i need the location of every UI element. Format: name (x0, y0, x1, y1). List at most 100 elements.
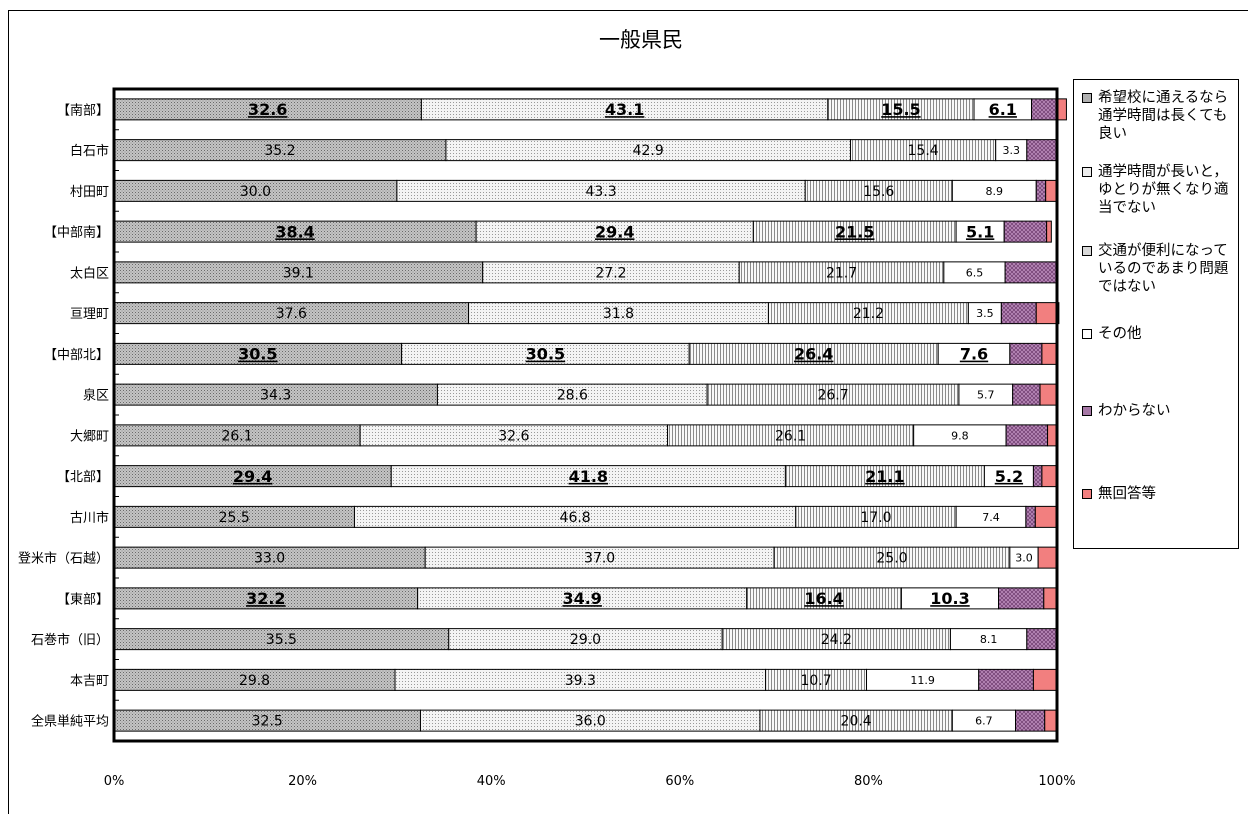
data-label: 41.8 (569, 467, 608, 486)
data-label: 43.1 (605, 100, 644, 119)
data-label: 39.1 (283, 265, 314, 281)
legend-item: 交通が便利になっているのであまり問題ではない (1082, 242, 1234, 296)
legend-item: その他 (1082, 325, 1234, 343)
data-label: 37.0 (584, 551, 615, 567)
bar-segment (1025, 505, 1036, 528)
legend-swatch (1082, 167, 1092, 177)
data-label: 3.0 (1015, 552, 1033, 565)
data-label: 32.5 (252, 714, 283, 730)
data-label: 6.1 (989, 100, 1017, 119)
data-label: 34.9 (562, 589, 601, 608)
data-label: 5.2 (995, 467, 1023, 486)
data-label: 24.2 (821, 632, 852, 648)
legend-label: その他 (1098, 326, 1142, 342)
data-label: 30.5 (526, 345, 565, 364)
data-label: 36.0 (575, 714, 606, 730)
data-label: 21.5 (835, 222, 874, 241)
x-tick-label: 100% (1038, 774, 1075, 789)
category-label: 【中部南】 (44, 225, 109, 241)
data-label: 20.4 (841, 714, 872, 730)
category-label: 亘理町 (70, 307, 109, 322)
data-label: 37.6 (276, 306, 307, 322)
bar-segment (1031, 98, 1058, 121)
data-label: 29.8 (239, 673, 270, 689)
data-label: 29.4 (233, 467, 272, 486)
data-label: 21.7 (826, 265, 857, 281)
bar-segment (1009, 342, 1043, 365)
bar-segment (1043, 587, 1058, 610)
data-label: 38.4 (275, 222, 314, 241)
bar-segment (1035, 179, 1047, 202)
data-label: 34.3 (260, 388, 291, 404)
data-label: 10.3 (930, 589, 969, 608)
category-label: 白石市 (70, 143, 109, 159)
legend: 希望校に通えるなら通学時間は長くても良い 通学時間が長いと，ゆとりが無くなり適当… (1073, 79, 1239, 549)
data-label: 30.5 (238, 345, 277, 364)
data-label: 26.7 (817, 388, 848, 404)
bar-segment (1026, 139, 1058, 162)
data-label: 33.0 (254, 551, 285, 567)
axis-layer: 【南部】白石市村田町【中部南】太白区亘理町【中部北】泉区大郷町【北部】古川市登米… (18, 87, 1076, 789)
data-label: 32.6 (498, 428, 529, 444)
data-label: 31.8 (603, 306, 634, 322)
x-tick-label: 0% (104, 774, 125, 789)
data-label: 9.8 (951, 429, 969, 442)
category-label: 本吉町 (70, 674, 109, 689)
data-label: 42.9 (633, 143, 664, 159)
data-label: 27.2 (595, 265, 626, 281)
legend-label: 希望校に通えるなら通学時間は長くても良い (1098, 90, 1229, 142)
category-label: 【中部北】 (44, 348, 109, 363)
data-label: 6.5 (966, 266, 984, 279)
data-label: 11.9 (910, 674, 935, 687)
data-label: 35.2 (264, 143, 295, 159)
legend-item: 希望校に通えるなら通学時間は長くても良い (1082, 89, 1234, 143)
bar-segment (978, 668, 1034, 691)
legend-swatch (1082, 329, 1092, 339)
data-label: 5.1 (966, 222, 994, 241)
data-label: 26.1 (775, 428, 806, 444)
category-label: 【南部】 (57, 102, 109, 118)
legend-item: 通学時間が長いと，ゆとりが無くなり適当でない (1082, 163, 1234, 217)
bar-segment (1041, 342, 1058, 365)
data-label: 43.3 (585, 184, 616, 200)
bar-segment (1004, 261, 1058, 284)
data-label: 15.5 (881, 100, 920, 119)
bar-segment (1037, 546, 1058, 569)
legend-swatch (1082, 93, 1092, 103)
legend-item: 無回答等 (1082, 485, 1234, 503)
bar-segment (1039, 383, 1058, 406)
bar-segment (1035, 302, 1060, 325)
data-label: 26.1 (221, 428, 252, 444)
data-label: 29.4 (595, 222, 634, 241)
category-label: 古川市 (70, 510, 109, 526)
data-label: 7.6 (960, 345, 988, 364)
data-label: 32.6 (248, 100, 287, 119)
legend-label: 通学時間が長いと，ゆとりが無くなり適当でない (1098, 164, 1229, 216)
data-label: 25.5 (219, 510, 250, 526)
legend-item: わからない (1082, 402, 1234, 420)
data-label: 15.6 (863, 184, 894, 200)
bar-segment (1045, 179, 1058, 202)
bar-segment (1015, 709, 1046, 732)
chart-title: 一般県民 (599, 28, 683, 52)
bar-segment (1032, 465, 1043, 488)
category-label: 登米市（石越） (18, 551, 109, 567)
data-label: 21.1 (865, 467, 904, 486)
category-label: 大郷町 (70, 429, 109, 444)
x-tick-label: 80% (854, 774, 883, 789)
data-label: 3.3 (1003, 144, 1021, 157)
data-label: 26.4 (794, 345, 833, 364)
data-label: 29.0 (570, 632, 601, 648)
data-label: 28.6 (557, 388, 588, 404)
bar-segment (1003, 220, 1048, 243)
data-label: 25.0 (876, 551, 907, 567)
data-label: 39.3 (565, 673, 596, 689)
bar-segment (1026, 628, 1058, 651)
data-label: 7.4 (982, 511, 1000, 524)
bar-segment (1000, 302, 1037, 325)
bar-segment (1041, 465, 1058, 488)
data-labels-layer: 32.6 43.1 15.5 6.1 35.2 42.9 15.4 3.3 30.0 43.3 15… (219, 100, 1033, 730)
legend-swatch (1082, 246, 1092, 256)
data-label: 3.5 (976, 307, 994, 320)
